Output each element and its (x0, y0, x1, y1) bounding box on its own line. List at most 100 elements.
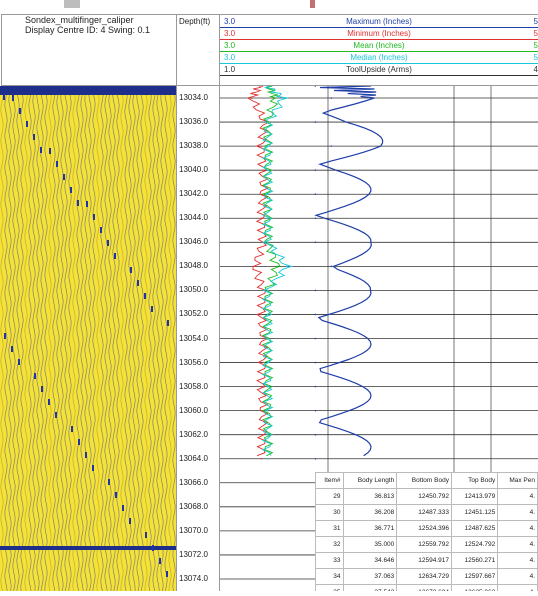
legend-line (220, 51, 538, 52)
table-cell: 4. (497, 504, 538, 521)
data-point (314, 433, 317, 436)
table-cell: 36.208 (342, 504, 398, 521)
legend-max: 5 (533, 29, 538, 38)
data-point (260, 217, 263, 220)
depth-label: 13044.0 (179, 213, 208, 223)
pit-mark (86, 201, 88, 207)
table-row[interactable]: 31 36.771 12524.396 12487.625 4. (315, 520, 538, 537)
data-point (266, 85, 269, 87)
legend-name: ToolUpside (Arms) (346, 65, 412, 74)
table-cell: 34.646 (342, 552, 398, 569)
data-point (266, 145, 269, 147)
pit-mark (34, 373, 36, 379)
finger-trace (12, 86, 16, 591)
table-header-cell: Item# (315, 472, 344, 489)
pit-mark (12, 95, 14, 101)
table-cell: 33 (315, 552, 344, 569)
finger-trace (16, 86, 20, 591)
data-point (262, 433, 264, 436)
series-line (261, 85, 281, 457)
pit-mark (40, 147, 42, 153)
finger-trace (128, 86, 132, 591)
finger-trace (84, 86, 88, 591)
finger-trace (0, 86, 4, 591)
pit-mark (130, 267, 132, 273)
table-cell: 4. (497, 552, 538, 569)
pit-mark (166, 571, 168, 577)
table-row[interactable]: 32 35.000 12559.792 12524.792 4. (315, 536, 538, 553)
table-cell: 12559.792 (396, 536, 452, 553)
table-cell: 34 (315, 568, 344, 585)
table-row[interactable]: 29 36.813 12450.792 12413.979 4. (315, 488, 538, 505)
legend-min: 3.0 (224, 17, 236, 26)
data-point (314, 85, 317, 87)
table-header-cell: Bottom Body (396, 472, 452, 489)
pit-mark (108, 479, 110, 485)
series-group (261, 85, 293, 460)
pit-mark (26, 121, 28, 127)
finger-trace (72, 86, 76, 591)
finger-trace (48, 86, 52, 591)
caliper-image (0, 86, 176, 591)
data-point (314, 313, 317, 316)
pit-mark (93, 214, 95, 220)
table-row[interactable]: 3537.54212672.60412635.0624. (315, 584, 538, 591)
depth-label: 13042.0 (179, 189, 208, 199)
pit-mark (41, 386, 43, 392)
caliper-image-track[interactable] (0, 86, 176, 591)
data-point (314, 121, 317, 123)
data-point (314, 217, 317, 220)
data-point (314, 385, 317, 388)
table-cell: 12487.625 (450, 520, 499, 537)
pit-mark (55, 412, 57, 418)
pit-mark (167, 320, 169, 326)
depth-label: 13054.0 (179, 333, 208, 343)
table-cell: 12672.604 (396, 584, 452, 591)
data-point (330, 145, 333, 147)
finger-trace (116, 86, 120, 591)
table-row[interactable]: 30 36.208 12487.333 12451.125 4. (315, 504, 538, 521)
data-point (262, 169, 264, 171)
curve-legend: 3.0 Maximum (Inches) 5 3.0 Minimum (Inches) 5… (220, 14, 538, 86)
series-group (314, 85, 384, 460)
toolbar-button[interactable] (64, 0, 80, 8)
depth-label: 13036.0 (179, 117, 208, 127)
legend-line (220, 39, 538, 40)
table-cell: 32 (315, 536, 344, 553)
finger-trace (168, 86, 172, 591)
finger-trace (100, 86, 104, 591)
table-header-cell: Top Body (450, 472, 499, 489)
pit-mark (56, 161, 58, 167)
pit-mark (71, 426, 73, 432)
depth-label: 13068.0 (179, 501, 208, 511)
legend-line (220, 75, 538, 76)
legend-min: 3.0 (224, 29, 236, 38)
legend-max: 5 (533, 53, 538, 62)
table-cell: 12450.792 (396, 488, 452, 505)
data-point (258, 85, 261, 87)
pit-mark (115, 492, 117, 498)
pit-mark (122, 505, 124, 511)
finger-trace (140, 86, 144, 591)
legend-row: 3.0 Mean (Inches) 5 (220, 41, 538, 52)
body-table-panel[interactable]: Item# Body Length Bottom Body Top Body Max P… (315, 472, 538, 591)
series-group (246, 85, 271, 460)
data-point (266, 217, 269, 220)
table-row[interactable]: 34 37.063 12634.729 12597.667 4. (315, 568, 538, 585)
data-point (266, 169, 269, 171)
pit-mark (78, 439, 80, 445)
data-point (260, 385, 263, 388)
series-line (246, 85, 271, 457)
data-point (266, 409, 269, 412)
table-cell: 12524.396 (396, 520, 452, 537)
legend-name: Maximum (Inches) (346, 17, 412, 26)
finger-trace (64, 86, 68, 591)
finger-trace (76, 86, 80, 591)
top-toolbar-strip (0, 0, 538, 14)
data-point (266, 433, 269, 436)
series-line (314, 85, 384, 457)
data-point (314, 409, 317, 412)
pit-mark (107, 240, 109, 246)
pit-mark (4, 333, 6, 339)
table-row[interactable]: 33 34.646 12594.917 12560.271 4. (315, 552, 538, 569)
